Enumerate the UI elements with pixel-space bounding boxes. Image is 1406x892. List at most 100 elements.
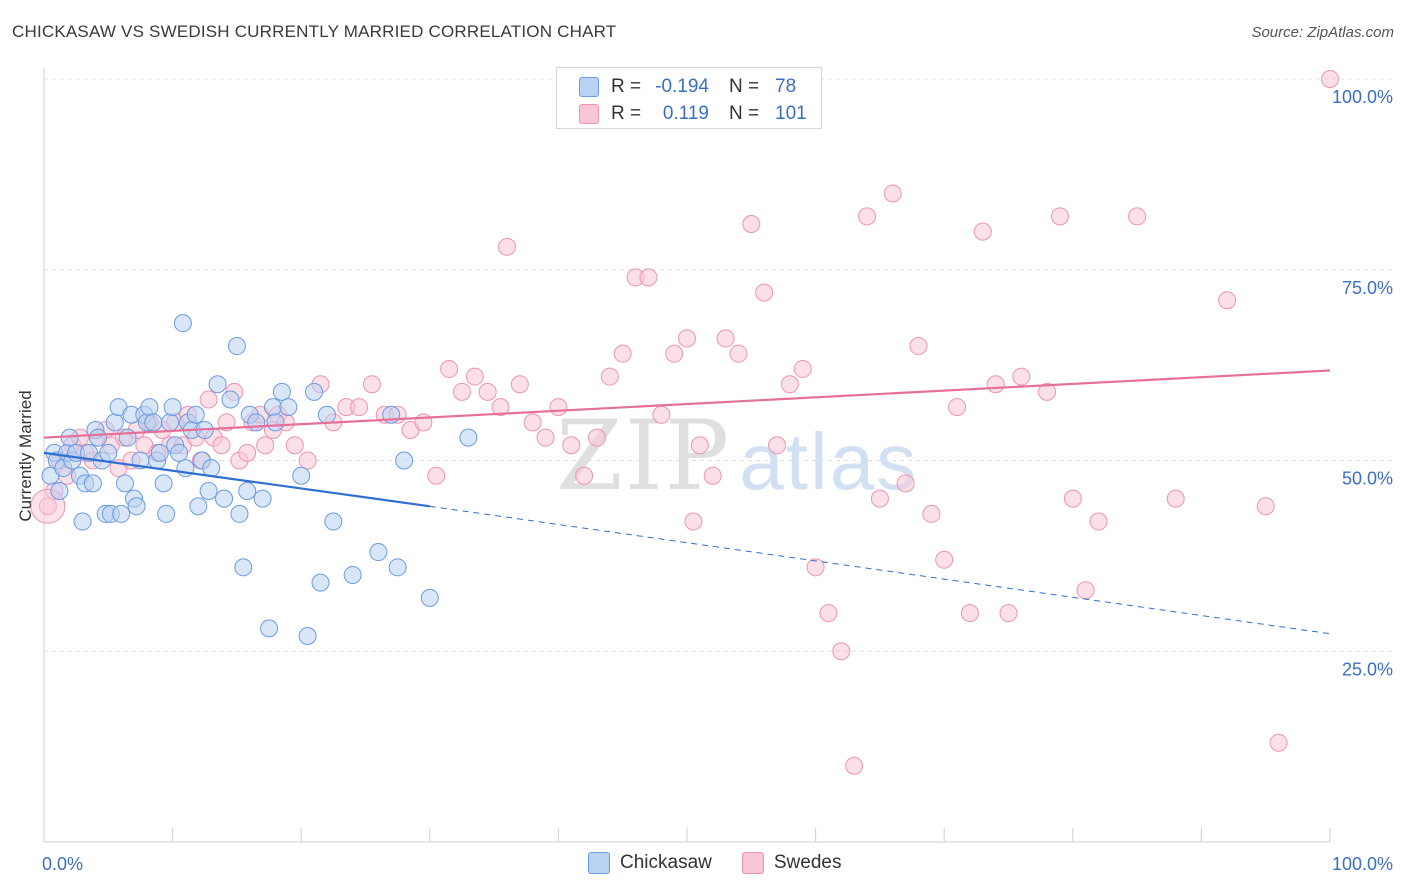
chickasaw-point bbox=[324, 512, 343, 531]
y-tick-label: 75.0% bbox=[1342, 278, 1393, 298]
chickasaw-point bbox=[238, 482, 257, 501]
swedes-point bbox=[806, 558, 825, 577]
series-legend: Chickasaw Swedes bbox=[588, 852, 871, 874]
x-tick-label-min: 0.0% bbox=[42, 854, 83, 874]
chickasaw-point bbox=[227, 337, 246, 356]
swedes-point bbox=[1166, 489, 1185, 508]
swedes-point bbox=[870, 489, 889, 508]
legend-label-swedes: Swedes bbox=[773, 852, 842, 873]
chickasaw-point bbox=[163, 398, 182, 417]
swedes-point bbox=[478, 382, 497, 401]
chickasaw-point bbox=[305, 382, 324, 401]
swedes-point bbox=[780, 375, 799, 394]
legend-item-swedes: Swedes bbox=[741, 852, 842, 874]
x-tick-label-max: 100.0% bbox=[1332, 854, 1393, 874]
trend-line-swedes bbox=[43, 369, 1331, 439]
swedes-point bbox=[742, 214, 761, 233]
series-chickasaw-points bbox=[41, 314, 478, 645]
swedes-point bbox=[350, 398, 369, 417]
legend-r-value: 0.119 bbox=[662, 103, 709, 124]
swedes-point bbox=[217, 413, 236, 432]
chickasaw-point bbox=[208, 375, 227, 394]
y-tick-label: 25.0% bbox=[1342, 659, 1393, 679]
swedes-point bbox=[690, 436, 709, 455]
swedes-point bbox=[523, 413, 542, 432]
swedes-point bbox=[935, 550, 954, 569]
chart-source: Source: ZipAtlas.com bbox=[1251, 24, 1394, 41]
y-tick-label: 100.0% bbox=[1332, 87, 1393, 107]
legend-swatch-chickasaw bbox=[579, 77, 599, 97]
swedes-point bbox=[298, 451, 317, 470]
swedes-point bbox=[999, 604, 1018, 623]
swedes-point bbox=[1218, 291, 1237, 310]
chickasaw-point bbox=[279, 398, 298, 417]
axes bbox=[43, 68, 1331, 843]
chickasaw-point bbox=[173, 314, 192, 333]
swedes-point bbox=[960, 604, 979, 623]
chickasaw-point bbox=[343, 565, 362, 584]
chickasaw-point bbox=[105, 413, 124, 432]
chickasaw-point bbox=[83, 474, 102, 493]
swedes-point bbox=[362, 375, 381, 394]
chickasaw-point bbox=[89, 428, 108, 447]
correlation-legend: R = -0.194 N = 78 R = 0.119 N = 101 bbox=[556, 67, 822, 129]
swedes-point bbox=[909, 337, 928, 356]
swedes-point bbox=[832, 642, 851, 661]
swedes-point bbox=[510, 375, 529, 394]
chickasaw-point bbox=[266, 413, 285, 432]
swedes-point bbox=[1063, 489, 1082, 508]
swedes-point bbox=[497, 237, 516, 256]
chickasaw-point bbox=[118, 428, 137, 447]
chickasaw-point bbox=[189, 497, 208, 516]
y-axis-label: Currently Married bbox=[16, 390, 35, 522]
swedes-point bbox=[285, 436, 304, 455]
legend-swatch-chickasaw bbox=[588, 852, 610, 874]
chickasaw-point bbox=[230, 504, 249, 523]
swedes-point bbox=[600, 367, 619, 386]
chickasaw-point bbox=[420, 588, 439, 607]
swedes-point bbox=[793, 359, 812, 378]
swedes-point bbox=[652, 405, 671, 424]
swedes-point bbox=[256, 436, 275, 455]
legend-r-label: R = bbox=[611, 76, 642, 97]
chickasaw-point bbox=[215, 489, 234, 508]
chickasaw-point bbox=[170, 443, 189, 462]
chickasaw-point bbox=[140, 398, 159, 417]
swedes-point bbox=[427, 466, 446, 485]
swedes-point bbox=[729, 344, 748, 363]
swedes-point bbox=[613, 344, 632, 363]
chickasaw-point bbox=[317, 405, 336, 424]
watermark: ZIP atlas bbox=[556, 400, 918, 512]
legend-swatch-swedes bbox=[741, 852, 764, 874]
swedes-point bbox=[819, 604, 838, 623]
chickasaw-point bbox=[247, 413, 266, 432]
chickasaw-point bbox=[298, 626, 317, 645]
swedes-point bbox=[238, 443, 257, 462]
watermark-atlas: atlas bbox=[739, 417, 919, 506]
swedes-point bbox=[973, 222, 992, 241]
swedes-point bbox=[587, 428, 606, 447]
chickasaw-point bbox=[144, 413, 163, 432]
chickasaw-point bbox=[116, 474, 135, 493]
swedes-point bbox=[883, 184, 902, 203]
swedes-point bbox=[1321, 70, 1339, 88]
swedes-point bbox=[986, 375, 1005, 394]
chickasaw-point bbox=[99, 443, 118, 462]
swedes-point bbox=[678, 329, 696, 348]
swedes-point bbox=[703, 466, 722, 485]
swedes-point bbox=[684, 512, 703, 531]
chickasaw-point bbox=[127, 497, 146, 516]
y-tick-label: 50.0% bbox=[1342, 469, 1393, 489]
chickasaw-point bbox=[292, 466, 311, 485]
swedes-point bbox=[948, 398, 967, 417]
swedes-point bbox=[1256, 497, 1275, 516]
chickasaw-point bbox=[161, 413, 180, 432]
swedes-point bbox=[440, 359, 459, 378]
swedes-point bbox=[562, 436, 581, 455]
legend-n-label: N = bbox=[729, 103, 760, 124]
chickasaw-point bbox=[234, 558, 253, 577]
swedes-point bbox=[639, 268, 658, 287]
chickasaw-point bbox=[154, 474, 173, 493]
legend-swatch-swedes bbox=[579, 104, 599, 124]
